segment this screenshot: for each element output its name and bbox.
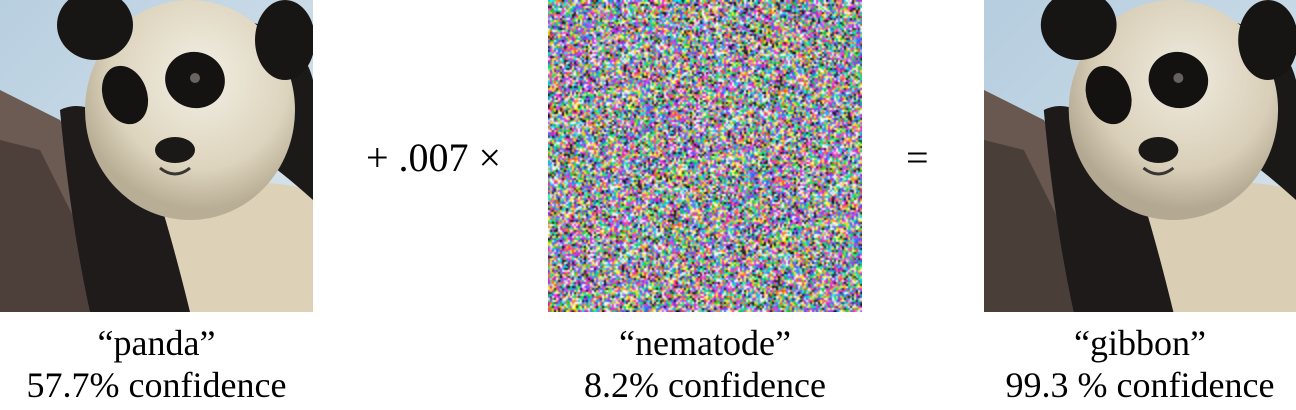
- panda-image-original: [0, 0, 313, 312]
- caption-perturbed: “gibbon” 99.3 % confidence: [984, 322, 1296, 406]
- noise-canvas: [548, 0, 862, 312]
- class-label-nematode: “nematode”: [619, 323, 791, 363]
- panda-photo-original: [0, 0, 313, 312]
- confidence-gibbon: 99.3 % confidence: [1005, 365, 1275, 405]
- confidence-nematode: 8.2% confidence: [584, 365, 826, 405]
- caption-original: “panda” 57.7% confidence: [0, 322, 313, 406]
- confidence-panda: 57.7% confidence: [26, 365, 287, 405]
- panda-photo-perturbed: [984, 0, 1296, 312]
- noise-image: [548, 0, 862, 312]
- class-label-gibbon: “gibbon”: [1074, 323, 1206, 363]
- plus-times-operator: + .007 ×: [366, 135, 502, 180]
- panda-image-perturbed: [984, 0, 1296, 312]
- class-label-panda: “panda”: [97, 323, 216, 363]
- caption-noise: “nematode” 8.2% confidence: [540, 322, 870, 406]
- equals-operator: =: [906, 135, 929, 180]
